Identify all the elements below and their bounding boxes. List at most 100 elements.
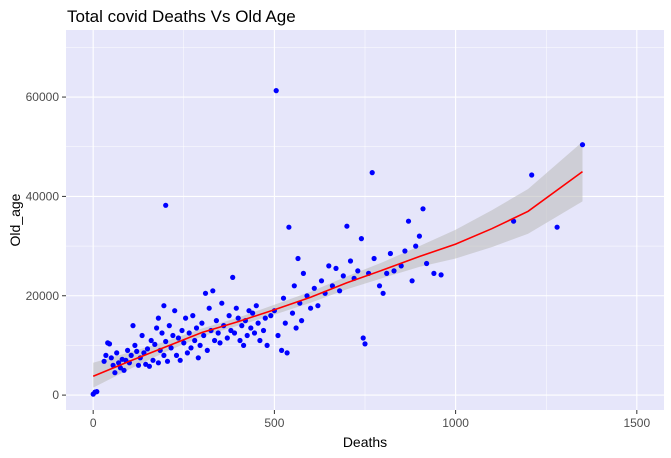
data-point bbox=[132, 342, 138, 348]
y-tick-label: 60000 bbox=[26, 90, 60, 104]
major-gridlines bbox=[66, 30, 664, 410]
data-point bbox=[253, 303, 259, 309]
data-point bbox=[206, 305, 212, 311]
data-point bbox=[155, 315, 161, 321]
y-axis-ticks: 0 20000 40000 60000 bbox=[26, 90, 66, 402]
data-point bbox=[177, 357, 183, 363]
data-point bbox=[405, 218, 412, 224]
x-axis-ticks: 0 500 1000 1500 bbox=[90, 410, 650, 430]
data-point bbox=[344, 223, 350, 229]
data-point bbox=[289, 310, 296, 316]
y-tick-label: 40000 bbox=[26, 189, 60, 203]
data-point bbox=[251, 330, 258, 336]
data-point bbox=[192, 337, 198, 344]
data-point bbox=[579, 142, 586, 148]
data-point bbox=[130, 323, 136, 329]
data-point bbox=[244, 332, 250, 339]
data-point bbox=[340, 273, 346, 279]
data-point bbox=[402, 248, 408, 254]
data-point bbox=[148, 337, 154, 344]
data-point bbox=[416, 233, 422, 239]
x-tick-label: 1000 bbox=[442, 416, 469, 430]
data-point bbox=[424, 260, 430, 267]
data-point bbox=[329, 283, 335, 289]
data-point bbox=[108, 355, 114, 361]
data-point bbox=[161, 352, 167, 358]
data-point bbox=[193, 325, 200, 331]
x-tick-label: 1500 bbox=[623, 416, 650, 430]
data-point bbox=[347, 258, 354, 264]
data-point bbox=[103, 352, 109, 358]
data-point bbox=[279, 347, 285, 353]
data-point bbox=[293, 325, 299, 331]
data-point bbox=[376, 283, 383, 289]
data-point bbox=[184, 350, 190, 356]
data-point bbox=[146, 363, 152, 369]
data-point bbox=[190, 313, 196, 319]
data-point bbox=[286, 224, 292, 230]
data-point bbox=[299, 318, 305, 324]
data-point bbox=[273, 88, 279, 94]
data-point bbox=[139, 332, 145, 339]
data-point bbox=[215, 330, 221, 336]
data-point bbox=[159, 330, 165, 336]
data-point bbox=[308, 305, 314, 311]
data-point bbox=[128, 352, 134, 358]
data-point bbox=[529, 172, 535, 178]
data-point bbox=[201, 332, 207, 339]
data-point bbox=[154, 325, 160, 331]
data-point bbox=[213, 318, 219, 324]
data-point bbox=[250, 310, 256, 316]
data-point bbox=[304, 293, 310, 299]
x-tick-label: 0 bbox=[90, 416, 97, 430]
data-point bbox=[391, 268, 397, 274]
data-point bbox=[362, 341, 368, 347]
data-point bbox=[409, 278, 415, 284]
x-tick-label: 500 bbox=[264, 416, 284, 430]
regression-line bbox=[92, 170, 583, 377]
confidence-ribbon bbox=[93, 141, 583, 388]
data-point bbox=[121, 367, 127, 373]
data-point bbox=[101, 358, 107, 364]
y-axis-title: Old_age bbox=[7, 193, 23, 246]
data-point bbox=[188, 345, 194, 351]
data-point bbox=[371, 255, 377, 262]
data-point bbox=[164, 358, 171, 364]
data-point bbox=[510, 218, 517, 224]
data-point bbox=[360, 335, 366, 341]
data-point bbox=[318, 278, 325, 284]
data-point bbox=[275, 332, 281, 339]
data-point bbox=[235, 315, 241, 321]
data-point bbox=[230, 274, 236, 280]
data-point bbox=[152, 341, 158, 347]
data-point bbox=[384, 270, 390, 276]
data-point bbox=[212, 337, 218, 344]
data-point bbox=[398, 263, 404, 269]
data-point bbox=[125, 347, 131, 353]
data-point bbox=[380, 290, 386, 296]
data-point bbox=[237, 337, 243, 344]
data-point bbox=[311, 285, 317, 291]
data-point bbox=[186, 330, 192, 336]
data-point bbox=[195, 355, 201, 361]
data-point bbox=[112, 370, 118, 376]
data-point bbox=[116, 360, 122, 366]
data-point bbox=[282, 320, 288, 326]
data-point bbox=[248, 325, 254, 331]
data-point bbox=[554, 224, 560, 230]
data-point bbox=[315, 303, 321, 309]
data-point bbox=[179, 327, 185, 334]
data-point bbox=[172, 308, 178, 314]
data-point bbox=[284, 350, 290, 356]
data-point bbox=[257, 337, 263, 344]
data-point bbox=[241, 342, 247, 348]
y-tick-label: 0 bbox=[52, 388, 59, 402]
data-point bbox=[155, 360, 161, 366]
data-point bbox=[135, 362, 142, 368]
data-point bbox=[204, 347, 210, 353]
data-point bbox=[431, 270, 437, 276]
data-point bbox=[94, 389, 100, 395]
data-point bbox=[163, 202, 169, 208]
data-point bbox=[438, 272, 444, 278]
